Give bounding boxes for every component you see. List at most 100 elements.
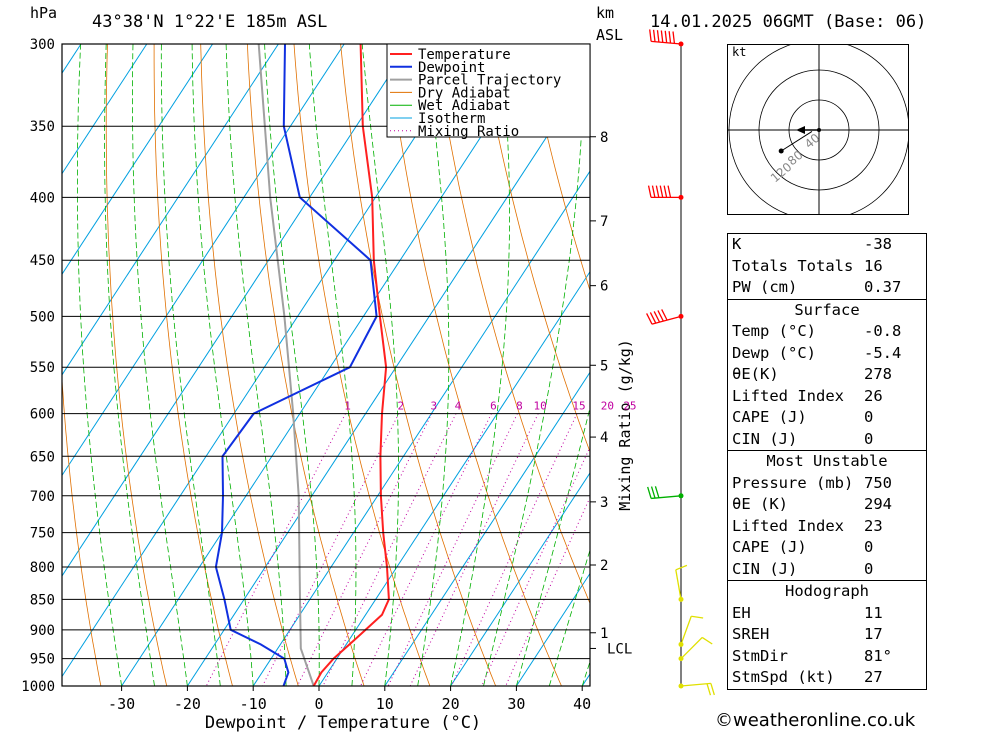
wet-adiabat-line xyxy=(160,44,221,686)
wind-barb-feather xyxy=(655,185,660,198)
km-tick-label: 5 xyxy=(600,358,608,374)
most-unstable-row: CIN (J) 0 xyxy=(728,559,926,581)
pressure-tick-label: 900 xyxy=(30,623,55,639)
mixing-ratio-value-label: 2 xyxy=(397,400,404,413)
legend-entry: Isotherm xyxy=(418,111,485,127)
x-tick-label: -30 xyxy=(108,695,135,713)
isotherm-line xyxy=(252,170,590,686)
km-unit-label: km xyxy=(596,4,615,22)
legend-entry: Parcel Trajectory xyxy=(418,73,561,89)
pressure-tick-label: 950 xyxy=(30,652,55,668)
km-tick-label: 4 xyxy=(600,430,608,446)
surface-label: θE(K) xyxy=(732,365,779,383)
x-tick-label: -20 xyxy=(174,695,201,713)
hodograph-param-row: StmDir 81° xyxy=(728,646,926,668)
most-unstable-row: Lifted Index 23 xyxy=(728,516,926,538)
surface-row: CAPE (J) 0 xyxy=(728,407,926,429)
hodograph-param-value: 81° xyxy=(864,646,892,665)
wind-barb-shaft xyxy=(680,616,692,645)
pressure-tick-label: 550 xyxy=(30,360,55,376)
surface-rows: Temp (°C) -0.8 Dewp (°C) -5.4 θE(K) 278 Lifted… xyxy=(728,321,926,450)
surface-label: Temp (°C) xyxy=(732,322,816,340)
totals-value: 16 xyxy=(864,256,883,275)
pressure-tick-label: 1000 xyxy=(21,679,55,695)
most-unstable-row: CAPE (J) 0 xyxy=(728,537,926,559)
surface-value: -5.4 xyxy=(864,343,902,362)
km-tick-label: 6 xyxy=(600,279,608,295)
wind-barb-feather xyxy=(710,683,715,696)
surface-value: 0 xyxy=(864,408,874,426)
surface-title: Surface xyxy=(794,300,860,319)
legend-entry: Mixing Ratio xyxy=(418,124,519,140)
x-tick-label: 0 xyxy=(314,695,323,713)
isotherm-line xyxy=(62,44,279,376)
isotherm-line xyxy=(318,270,590,686)
pressure-tick-label: 650 xyxy=(30,449,55,465)
storm-motion-arrow xyxy=(796,126,805,134)
most-unstable-rows: Pressure (mb) 750 θE (K) 294 Lifted Index 23 C… xyxy=(728,473,926,581)
copyright: ©weatheronline.co.uk xyxy=(715,710,916,731)
isotherm-line xyxy=(62,44,411,577)
pw-row: PW (cm) 0.37 xyxy=(728,277,926,299)
surface-value: -0.8 xyxy=(864,322,902,340)
most-unstable-value: 750 xyxy=(864,473,892,492)
surface-value: 278 xyxy=(864,365,892,383)
wet-adiabat-line xyxy=(264,44,320,686)
k-value: -38 xyxy=(864,235,892,253)
hodograph-param-value: 27 xyxy=(864,668,883,686)
most-unstable-label: Pressure (mb) xyxy=(732,473,854,492)
pw-value: 0.37 xyxy=(864,278,902,296)
datetime-title: 14.01.2025 06GMT (Base: 06) xyxy=(650,12,927,32)
wind-barb-shaft xyxy=(680,682,711,687)
wind-barb-feather xyxy=(659,185,664,198)
isotherm-line xyxy=(0,44,15,686)
wind-barb-feather xyxy=(706,683,712,696)
dry-adiabat-line xyxy=(994,44,1000,686)
pressure-tick-label: 800 xyxy=(30,560,55,576)
location-title: 43°38'N 1°22'E 185m ASL xyxy=(92,12,328,32)
wind-barb-feather xyxy=(653,311,661,323)
hodograph-param-row: SREH 17 xyxy=(728,624,926,646)
x-tick-label: 30 xyxy=(507,695,525,713)
dry-adiabat-line xyxy=(947,44,1000,686)
legend-entry: Dry Adiabat xyxy=(418,85,511,101)
hodograph-param-value: 11 xyxy=(864,603,883,622)
surface-row: Temp (°C) -0.8 xyxy=(728,321,926,343)
mixing-ratio-value-label: 1 xyxy=(344,400,351,413)
x-tick-label: 40 xyxy=(573,695,591,713)
x-tick-label: -10 xyxy=(240,695,267,713)
k-label: K xyxy=(732,235,742,253)
hodograph-param-label: SREH xyxy=(732,625,770,643)
wind-barb-feather xyxy=(668,31,672,44)
wet-adiabat-line xyxy=(225,44,287,686)
surface-row: CIN (J) 0 xyxy=(728,429,926,451)
km-tick-label: 1 xyxy=(600,626,608,642)
hodograph-param-value: 17 xyxy=(864,625,883,643)
mixing-ratio-value-label: 25 xyxy=(623,400,636,413)
hodograph-param-label: StmDir xyxy=(732,646,788,665)
surface-label: CAPE (J) xyxy=(732,408,807,426)
surface-label: Lifted Index xyxy=(732,386,844,405)
wind-barb-feather xyxy=(649,312,657,324)
wet-adiabat-line xyxy=(131,44,188,686)
wind-barb-feather xyxy=(661,309,668,321)
mixing-ratio-line xyxy=(409,413,539,686)
wind-barb-feather xyxy=(649,29,652,42)
most-unstable-value: 294 xyxy=(864,495,892,513)
pressure-tick-label: 400 xyxy=(30,190,55,206)
pressure-tick-label: 300 xyxy=(30,37,55,53)
wind-barb-feather xyxy=(657,310,664,322)
legend-entry: Dewpoint xyxy=(418,60,485,76)
wind-barb-feather xyxy=(663,185,668,198)
surface-label: Dewp (°C) xyxy=(732,343,816,362)
isotherm-line xyxy=(62,44,148,175)
asl-unit-label: ASL xyxy=(596,26,624,44)
most-unstable-row: Pressure (mb) 750 xyxy=(728,473,926,495)
pressure-tick-label: 600 xyxy=(30,407,55,423)
indices-panel: K -38 Totals Totals 16 PW (cm) 0.37 Surface… xyxy=(727,233,927,690)
isotherm-line xyxy=(186,69,590,686)
mixing-ratio-value-label: 8 xyxy=(516,400,523,413)
wind-barb-feather xyxy=(647,185,652,198)
legend-entry: Wet Adiabat xyxy=(418,98,511,114)
